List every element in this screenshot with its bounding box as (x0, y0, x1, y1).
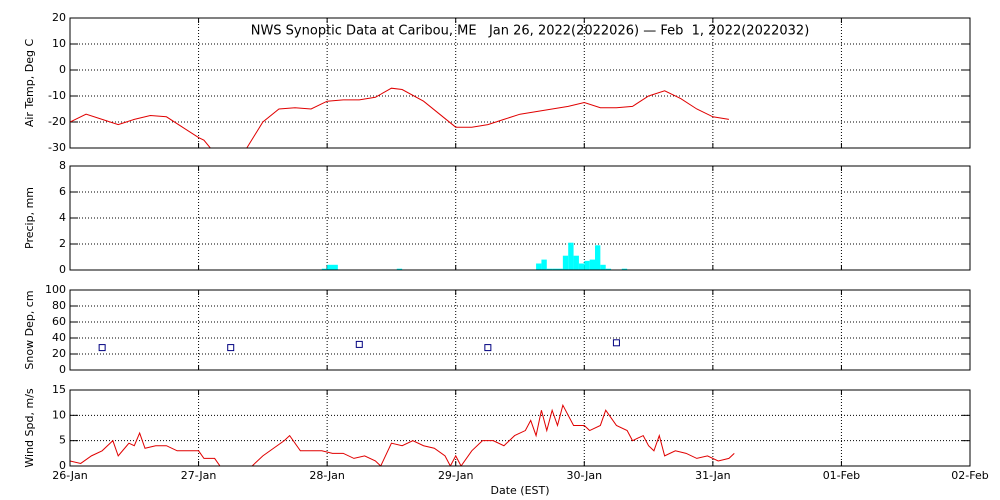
plot-frame (69, 17, 971, 149)
precip-bar (327, 264, 333, 270)
y-tick-label: 0 (59, 459, 66, 472)
x-tick-label: 29-Jan (438, 469, 474, 482)
data-line (70, 403, 735, 466)
y-tick-label: 10 (52, 408, 66, 421)
plot-frame (69, 289, 971, 371)
precip-bar (552, 268, 558, 270)
x-axis-title: Date (EST) (490, 484, 549, 497)
y-tick-label: -20 (48, 115, 66, 128)
precip-bar (621, 268, 628, 270)
precip-bar (541, 259, 547, 270)
chart-title: NWS Synoptic Data at Caribou, ME Jan 26,… (251, 24, 810, 39)
precip-bar (568, 242, 574, 270)
precip-bar (578, 263, 585, 270)
precip-bar (546, 268, 553, 270)
y-tick-label: 60 (52, 315, 66, 328)
precip-bar (595, 245, 601, 270)
precip-bar (605, 268, 612, 270)
precip-bar (573, 255, 579, 270)
precip-bar (396, 268, 403, 270)
y-tick-label: 15 (52, 383, 66, 396)
precip-bar (589, 259, 595, 270)
y-tick-label: 10 (52, 37, 66, 50)
snow-point (484, 344, 492, 352)
y-tick-label: 40 (52, 331, 66, 344)
x-tick-label: 28-Jan (309, 469, 345, 482)
y-axis-title: Snow Dep, cm (23, 290, 36, 369)
y-tick-label: 2 (59, 237, 66, 250)
y-axis-title: Air Temp, Deg C (23, 39, 36, 128)
snow-point (227, 344, 235, 352)
y-axis-title: Wind Spd, m/s (23, 388, 36, 468)
x-tick-label: 02-Feb (951, 469, 988, 482)
data-line (70, 87, 730, 148)
precip-bar (332, 264, 338, 270)
y-tick-label: 100 (45, 283, 66, 296)
x-tick-label: 27-Jan (181, 469, 217, 482)
y-tick-label: -10 (48, 89, 66, 102)
y-tick-label: 8 (59, 159, 66, 172)
x-tick-label: 30-Jan (567, 469, 603, 482)
y-tick-label: 20 (52, 11, 66, 24)
y-tick-label: 0 (59, 263, 66, 276)
y-axis-title: Precip, mm (23, 187, 36, 249)
y-tick-label: 5 (59, 434, 66, 447)
precip-bar (562, 255, 569, 270)
snow-point (98, 344, 106, 352)
y-tick-label: -30 (48, 141, 66, 154)
x-tick-label: 31-Jan (695, 469, 731, 482)
snow-point (355, 340, 363, 348)
snow-point (612, 339, 620, 347)
plot-frame (69, 389, 971, 467)
precip-bar (536, 263, 542, 270)
y-tick-label: 80 (52, 299, 66, 312)
y-tick-label: 0 (59, 363, 66, 376)
x-tick-label: 26-Jan (52, 469, 88, 482)
precip-bar (584, 260, 590, 270)
y-tick-label: 4 (59, 211, 66, 224)
precip-bar (321, 268, 328, 270)
plot-frame (69, 165, 971, 271)
x-tick-label: 01-Feb (823, 469, 860, 482)
y-tick-label: 20 (52, 347, 66, 360)
y-tick-label: 6 (59, 185, 66, 198)
y-tick-label: 0 (59, 63, 66, 76)
precip-bar (557, 268, 563, 270)
precip-bar (600, 264, 606, 270)
